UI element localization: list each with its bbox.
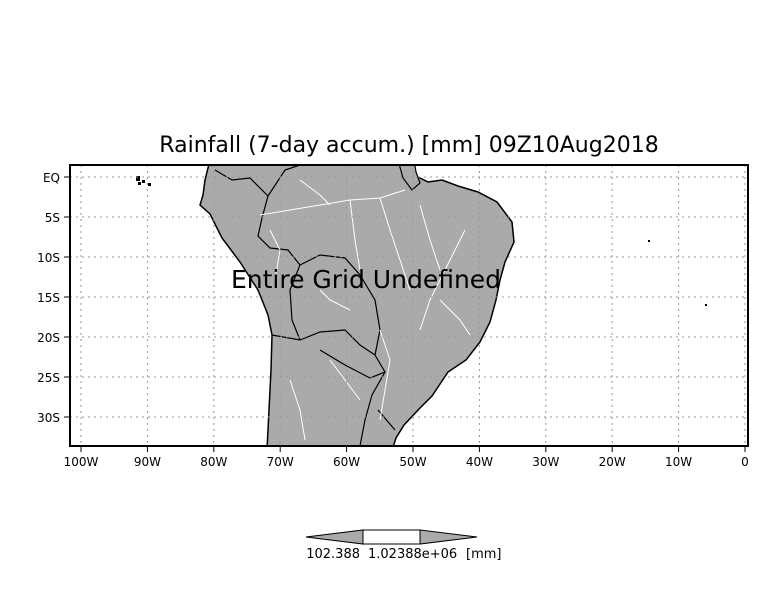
- colorbar-low-triangle: [305, 529, 364, 545]
- lat-tick-label: 30S: [37, 411, 60, 425]
- guyana-coast-land: [398, 165, 421, 191]
- lon-tick-label: 80W: [200, 455, 227, 469]
- colorbar-label-high: 1.02388e+06: [368, 547, 457, 562]
- grid-lines: [70, 165, 748, 446]
- colorbar-unit: [mm]: [466, 547, 501, 562]
- lat-tick-label: 5S: [45, 211, 60, 225]
- island-marker: [648, 240, 650, 242]
- axis-ticks: 100W 90W 80W 70W 60W 50W 40W 30W 20W 10W 0 EQ 5S 10S 1…: [37, 171, 749, 469]
- lon-tick-label: 40W: [466, 455, 493, 469]
- lon-tick-label: 50W: [399, 455, 426, 469]
- lon-tick-label: 30W: [532, 455, 559, 469]
- island-marker: [705, 304, 707, 306]
- lat-tick-label: 25S: [37, 371, 60, 385]
- map-frame: [69, 164, 749, 447]
- lat-tick-label: 15S: [37, 291, 60, 305]
- lon-tick-label: 0: [741, 455, 749, 469]
- lon-tick-label: 10W: [665, 455, 692, 469]
- colorbar-high-triangle: [419, 529, 478, 545]
- lat-tick-label: 10S: [37, 251, 60, 265]
- lon-tick-label: 60W: [333, 455, 360, 469]
- colorbar: 102.388 1.02388e+06 [mm]: [305, 529, 501, 562]
- colorbar-box: [362, 529, 421, 545]
- lon-tick-label: 70W: [267, 455, 294, 469]
- colorbar-label-low: 102.388: [306, 547, 360, 562]
- map-title: Rainfall (7-day accum.) [mm] 09Z10Aug201…: [159, 133, 658, 158]
- lon-tick-label: 100W: [64, 455, 99, 469]
- galapagos-islands: [136, 176, 151, 186]
- undefined-grid-message: Entire Grid Undefined: [231, 265, 501, 294]
- south-america-land: [199, 165, 515, 446]
- lat-tick-label: EQ: [43, 171, 60, 185]
- lat-tick-label: 20S: [37, 331, 60, 345]
- country-borders: [214, 165, 396, 446]
- lon-tick-label: 90W: [134, 455, 161, 469]
- map-panel: 100W 90W 80W 70W 60W 50W 40W 30W 20W 10W 0 EQ 5S 10S 1…: [37, 164, 749, 469]
- lon-tick-label: 20W: [599, 455, 626, 469]
- rivers: [259, 179, 471, 441]
